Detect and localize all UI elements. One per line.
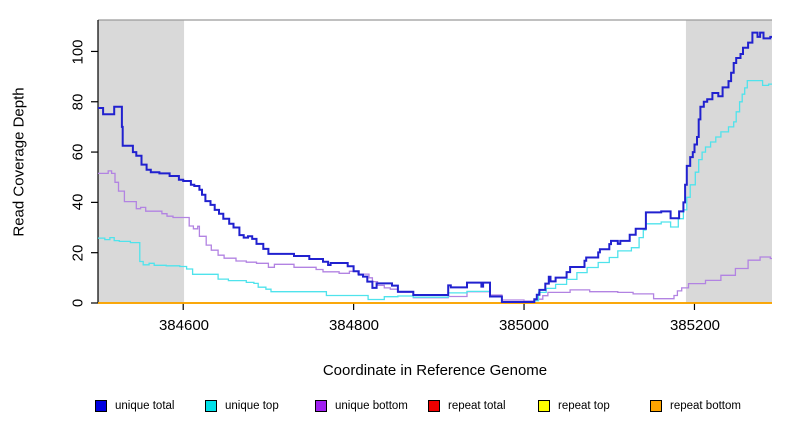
y-axis-title: Read Coverage Depth bbox=[10, 87, 28, 237]
repeat-bottom-swatch-icon bbox=[650, 400, 662, 412]
legend-label: unique top bbox=[225, 400, 279, 412]
legend-label: repeat total bbox=[448, 400, 506, 412]
legend-label: repeat bottom bbox=[670, 400, 741, 412]
y-tick-label: 40 bbox=[69, 194, 87, 211]
y-tick-label: 100 bbox=[69, 38, 87, 65]
x-tick-label: 384800 bbox=[328, 317, 380, 334]
series-line-unique-total bbox=[98, 31, 772, 303]
x-axis-title: Coordinate in Reference Genome bbox=[322, 362, 548, 379]
x-tick-label: 385200 bbox=[669, 317, 721, 334]
y-tick-label: 60 bbox=[69, 143, 87, 161]
legend-item-repeat-top: repeat top bbox=[538, 399, 610, 413]
unique-top-swatch-icon bbox=[205, 400, 217, 412]
shaded-region bbox=[685, 20, 772, 303]
y-tick-label: 0 bbox=[69, 298, 87, 308]
x-tick-label: 385000 bbox=[498, 317, 550, 334]
legend-label: unique bottom bbox=[335, 400, 408, 412]
legend-item-unique-total: unique total bbox=[95, 399, 174, 413]
legend-item-unique-bottom: unique bottom bbox=[315, 399, 408, 413]
y-tick-label: 80 bbox=[69, 93, 87, 111]
series-line-unique-top bbox=[98, 79, 772, 303]
y-tick-label: 20 bbox=[69, 244, 87, 262]
repeat-total-swatch-icon bbox=[428, 400, 440, 412]
legend-label: repeat top bbox=[558, 400, 610, 412]
repeat-top-swatch-icon bbox=[538, 400, 550, 412]
unique-total-swatch-icon bbox=[95, 400, 107, 412]
legend-item-repeat-total: repeat total bbox=[428, 399, 506, 413]
legend-label: unique total bbox=[115, 400, 175, 412]
legend-item-repeat-bottom: repeat bottom bbox=[650, 399, 741, 413]
plot-legend: unique total unique top unique bottom re… bbox=[0, 399, 792, 415]
x-tick-label: 384600 bbox=[158, 317, 210, 334]
unique-bottom-swatch-icon bbox=[315, 400, 327, 412]
legend-item-unique-top: unique top bbox=[205, 399, 279, 413]
